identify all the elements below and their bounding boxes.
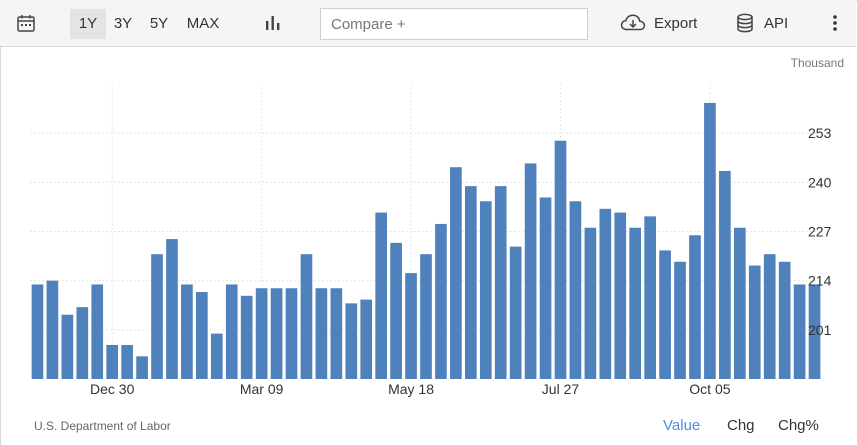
- more-menu-icon[interactable]: [832, 0, 838, 46]
- cloud-download-icon: [620, 13, 646, 33]
- range-3y-button[interactable]: 3Y: [113, 15, 133, 32]
- tab-chg-pct[interactable]: Chg%: [778, 417, 819, 434]
- calendar-icon[interactable]: [16, 0, 36, 46]
- unit-label: Thousand: [790, 56, 844, 70]
- range-max-button[interactable]: MAX: [186, 15, 220, 32]
- range-1y-button[interactable]: 1Y: [70, 9, 106, 39]
- compare-input[interactable]: [320, 8, 588, 40]
- database-icon: [736, 13, 754, 33]
- export-button[interactable]: Export: [620, 0, 697, 46]
- api-label: API: [764, 14, 789, 32]
- chart-toolbar: 1Y 3Y 5Y MAX Export AP: [0, 0, 856, 47]
- tab-chg[interactable]: Chg: [727, 417, 755, 434]
- source-label: U.S. Department of Labor: [34, 419, 171, 433]
- export-label: Export: [654, 14, 698, 32]
- range-5y-button[interactable]: 5Y: [149, 15, 169, 32]
- api-button[interactable]: API: [736, 0, 788, 46]
- chart-type-icon[interactable]: [264, 0, 282, 46]
- tab-value[interactable]: Value: [663, 417, 701, 434]
